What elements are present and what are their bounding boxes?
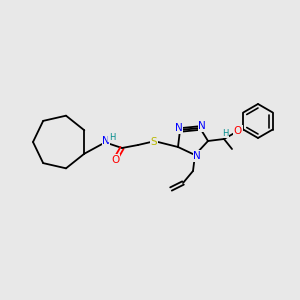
Text: H: H — [109, 133, 115, 142]
Text: O: O — [234, 126, 242, 136]
Text: N: N — [198, 121, 206, 131]
Text: S: S — [151, 137, 157, 147]
Text: O: O — [111, 155, 119, 165]
Text: N: N — [175, 123, 183, 133]
Text: N: N — [102, 136, 110, 146]
Text: H: H — [222, 128, 228, 137]
Text: N: N — [193, 151, 201, 161]
